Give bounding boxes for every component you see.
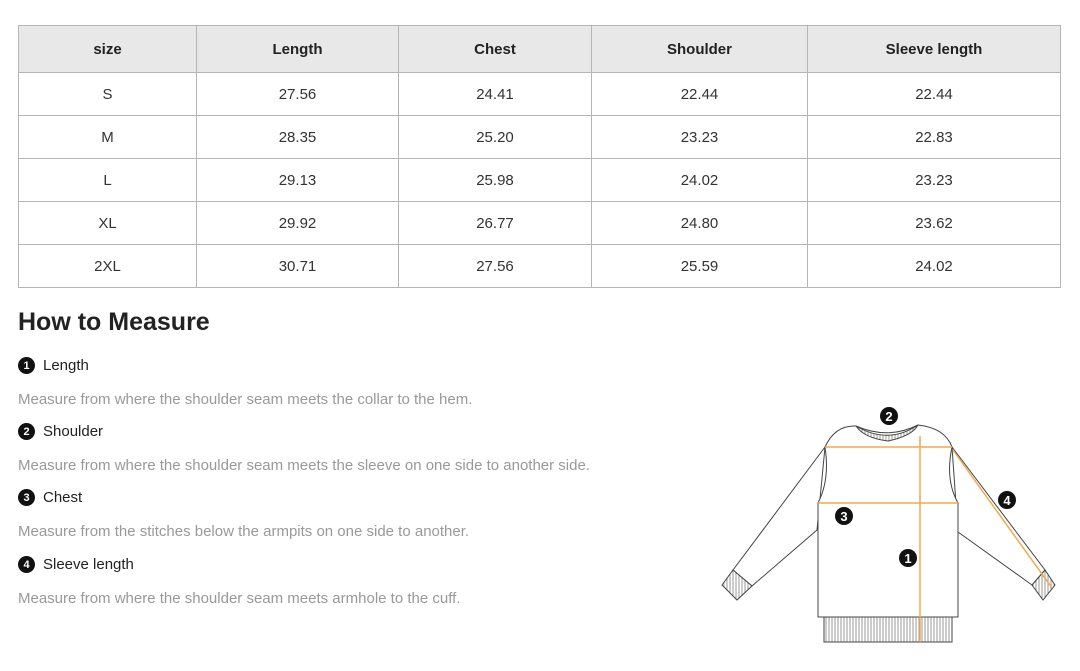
table-cell: 23.62 [807,201,1061,245]
table-cell: 29.92 [196,201,399,245]
marker-1-label: 1 [904,551,911,566]
guide-label: Chest [43,489,83,506]
marker-1-icon [899,549,917,567]
table-cell: 29.13 [196,158,399,202]
number-4-icon: 4 [18,556,35,573]
guide-item-shoulder: 2 Shoulder [18,423,103,440]
marker-4-label: 4 [1003,493,1011,508]
number-2-icon: 2 [18,423,35,440]
marker-2-label: 2 [885,409,892,424]
how-to-measure-title: How to Measure [18,308,210,336]
table-cell: 22.83 [807,115,1061,159]
guide-desc: Measure from the stitches below the armp… [18,523,470,540]
table-cell: 24.02 [807,244,1061,288]
number-3-icon: 3 [18,489,35,506]
guide-item-sleeve-length: 4 Sleeve length [18,556,134,573]
table-cell: 22.44 [591,72,808,116]
guide-label: Shoulder [43,423,104,440]
table-cell: 23.23 [807,158,1061,202]
table-cell: XL [18,201,197,245]
table-cell: 22.44 [807,72,1061,116]
measure-lines [818,436,1053,642]
table-cell: 23.23 [591,115,808,159]
marker-3-icon [835,507,853,525]
table-row: L 29.13 25.98 24.02 23.23 [18,158,1061,202]
guide-desc: Measure from where the shoulder seam mee… [18,457,590,474]
guide-desc: Measure from where the shoulder seam mee… [18,590,461,607]
guide-label: Sleeve length [43,556,134,573]
table-cell: 2XL [18,244,197,288]
header-shoulder: Shoulder [591,25,808,73]
table-row: 2XL 30.71 27.56 25.59 24.02 [18,244,1061,288]
header-size: size [18,25,197,73]
marker-4-icon [998,491,1016,509]
table-row: XL 29.92 26.77 24.80 23.62 [18,201,1061,245]
guide-item-length: 1 Length [18,357,89,374]
size-chart-table: size Length Chest Shoulder Sleeve length… [18,25,1061,288]
table-cell: 30.71 [196,244,399,288]
table-cell: 27.56 [398,244,592,288]
table-cell: 25.59 [591,244,808,288]
header-sleeve-length: Sleeve length [807,25,1061,73]
table-cell: 25.98 [398,158,592,202]
guide-label: Length [43,357,89,374]
table-cell: 24.80 [591,201,808,245]
marker-3-label: 3 [840,509,847,524]
table-cell: 28.35 [196,115,399,159]
table-header-row: size Length Chest Shoulder Sleeve length [18,25,1061,73]
table-cell: 25.20 [398,115,592,159]
table-cell: 24.41 [398,72,592,116]
guide-desc: Measure from where the shoulder seam mee… [18,391,473,408]
number-1-icon: 1 [18,357,35,374]
guide-item-chest: 3 Chest [18,489,82,506]
marker-2-icon [880,407,898,425]
